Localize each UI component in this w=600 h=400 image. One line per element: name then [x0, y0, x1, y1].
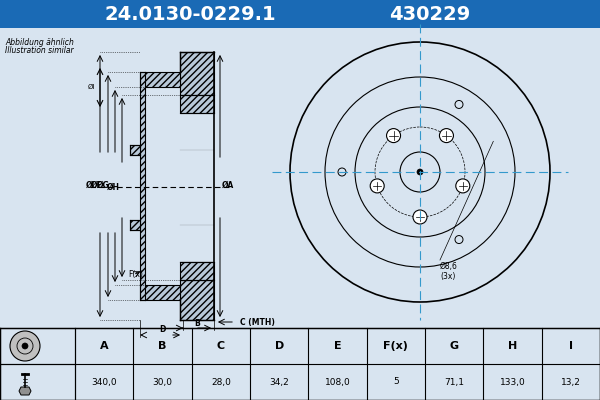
Text: 5: 5 [393, 378, 399, 386]
Text: A: A [100, 341, 109, 351]
Polygon shape [180, 95, 214, 113]
Text: ØI: ØI [88, 84, 95, 90]
Circle shape [386, 128, 401, 142]
Text: E: E [334, 341, 341, 351]
Circle shape [413, 210, 427, 224]
Text: 28,0: 28,0 [211, 378, 231, 386]
Text: 34,2: 34,2 [269, 378, 289, 386]
Circle shape [10, 331, 40, 361]
Text: ØI: ØI [86, 180, 95, 190]
Text: ØH: ØH [107, 182, 120, 192]
Polygon shape [19, 387, 31, 395]
Bar [0, 28, 600, 328]
Circle shape [456, 179, 470, 193]
Text: F(x): F(x) [128, 270, 143, 280]
Text: ØE: ØE [91, 180, 103, 190]
Text: F(x): F(x) [383, 341, 408, 351]
Text: I: I [569, 341, 573, 351]
Text: 108,0: 108,0 [325, 378, 350, 386]
Polygon shape [130, 145, 140, 155]
Text: H: H [508, 341, 517, 351]
Text: 133,0: 133,0 [500, 378, 526, 386]
Text: B: B [194, 318, 200, 328]
Polygon shape [180, 280, 214, 320]
Text: 430229: 430229 [389, 4, 470, 24]
Text: 71,1: 71,1 [444, 378, 464, 386]
Bar [0, 0, 600, 28]
Polygon shape [140, 72, 180, 300]
Text: Abbildung ähnlich: Abbildung ähnlich [5, 38, 74, 47]
Text: Ø8,6
(3x): Ø8,6 (3x) [440, 262, 458, 282]
Text: B: B [158, 341, 167, 351]
Circle shape [417, 169, 423, 175]
Text: 24.0130-0229.1: 24.0130-0229.1 [104, 4, 276, 24]
Bar [0, 328, 600, 400]
Text: ØA: ØA [222, 180, 234, 190]
Text: 340,0: 340,0 [91, 378, 117, 386]
Text: Illustration similar: Illustration similar [5, 46, 74, 55]
Text: C: C [217, 341, 225, 351]
Polygon shape [180, 52, 214, 95]
Text: G: G [449, 341, 459, 351]
Text: D: D [275, 341, 284, 351]
Text: 13,2: 13,2 [561, 378, 581, 386]
Text: D: D [159, 326, 165, 334]
Text: C (MTH): C (MTH) [240, 318, 275, 326]
Text: ØG: ØG [97, 180, 110, 190]
Circle shape [370, 179, 384, 193]
Polygon shape [180, 262, 214, 280]
Circle shape [439, 128, 454, 142]
Text: 30,0: 30,0 [152, 378, 173, 386]
Circle shape [22, 343, 28, 349]
Polygon shape [130, 220, 140, 230]
